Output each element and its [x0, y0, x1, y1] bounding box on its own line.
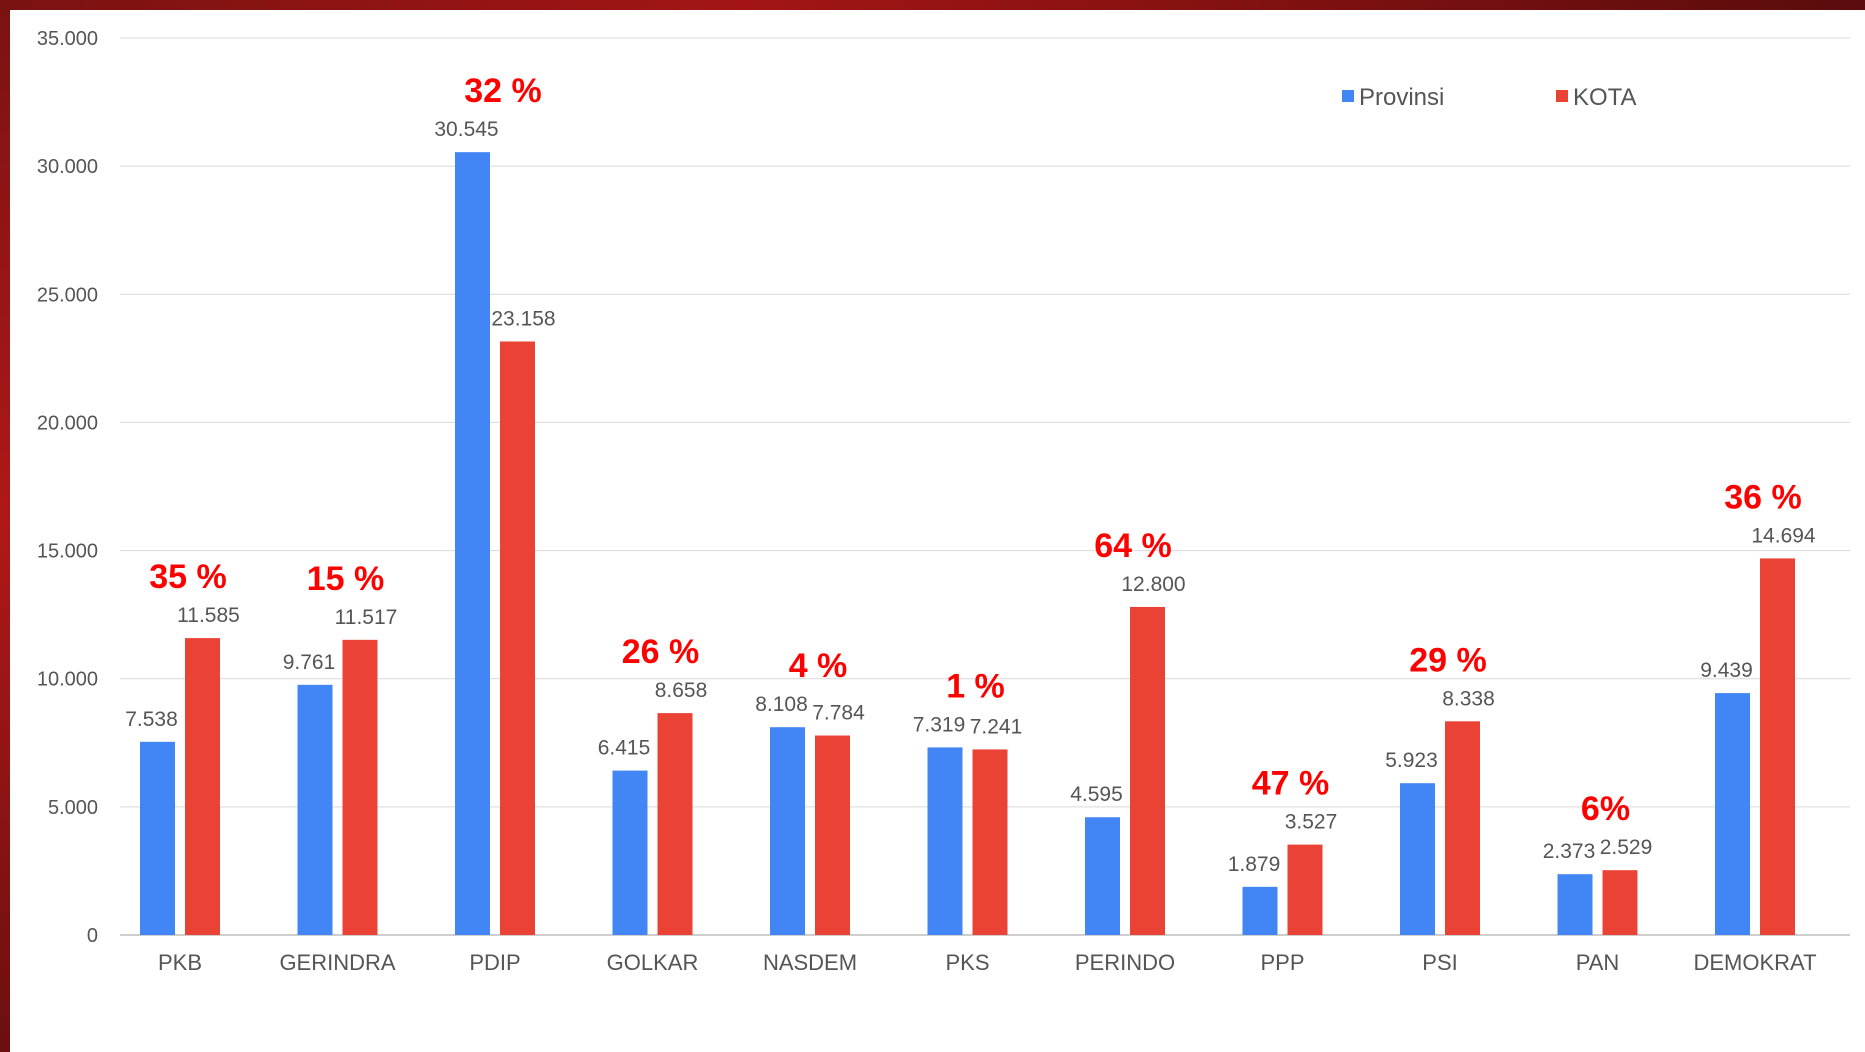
- value-label: 11.517: [335, 606, 398, 629]
- value-label: 7.241: [970, 715, 1023, 738]
- y-tick-label: 0: [87, 925, 98, 947]
- bar-provinsi-perindo: [1085, 817, 1120, 935]
- category-label: PPP: [1260, 950, 1304, 975]
- value-label: 23.158: [491, 307, 555, 330]
- bar-kota-pks: [972, 749, 1008, 935]
- y-tick-label: 35.000: [37, 28, 98, 50]
- y-tick-label: 30.000: [37, 156, 98, 178]
- bars: [140, 152, 1795, 935]
- bar-kota-perindo: [1130, 606, 1165, 935]
- value-label: 30.545: [434, 118, 498, 141]
- value-label: 2.529: [1600, 836, 1653, 859]
- percentage-annotation: 29 %: [1409, 641, 1487, 679]
- bar-kota-psi: [1445, 721, 1480, 935]
- bar-kota-pan: [1602, 870, 1638, 935]
- value-label: 7.319: [913, 713, 966, 736]
- y-tick-label: 15.000: [37, 541, 98, 563]
- left-frame-border: [0, 0, 10, 1052]
- value-label: 9.761: [283, 651, 336, 674]
- value-label: 1.879: [1228, 853, 1281, 876]
- value-label: 4.595: [1070, 783, 1123, 806]
- bar-provinsi-golkar: [612, 770, 648, 935]
- bar-kota-ppp: [1287, 844, 1323, 935]
- bar-provinsi-gerindra: [297, 684, 333, 935]
- legend-label: KOTA: [1573, 84, 1637, 111]
- percentage-annotation: 6%: [1581, 790, 1630, 828]
- bar-provinsi-pdip: [455, 152, 490, 935]
- value-label: 6.415: [598, 737, 651, 760]
- bar-kota-gerindra: [342, 639, 378, 935]
- category-label: PSI: [1422, 950, 1457, 975]
- percentage-annotation: 4 %: [789, 647, 848, 685]
- value-label: 3.527: [1285, 811, 1338, 834]
- percentage-annotation: 64 %: [1094, 527, 1172, 565]
- bar-provinsi-ppp: [1242, 886, 1278, 935]
- percentage-annotation: 1 %: [946, 667, 1005, 705]
- category-label: PKS: [945, 950, 989, 975]
- percentage-annotation: 15 %: [307, 560, 385, 598]
- value-labels: 7.538 11.585 9.761 11.517 30.545 23.158 6.415 8…: [125, 118, 1816, 876]
- y-tick-label: 5.000: [48, 797, 98, 819]
- percentage-annotation: 36 %: [1724, 478, 1802, 516]
- value-label: 8.108: [755, 693, 808, 716]
- value-label: 9.439: [1700, 659, 1753, 682]
- bar-provinsi-demokrat: [1715, 693, 1750, 935]
- y-axis-ticks: 0 5.000 10.000 15.000 20.000 25.000 30.000 35.0…: [37, 28, 98, 947]
- category-label: NASDEM: [763, 950, 857, 975]
- percentage-annotation: 26 %: [622, 633, 700, 671]
- bar-provinsi-pan: [1557, 874, 1593, 935]
- bar-kota-pkb: [185, 638, 220, 935]
- bar-kota-demokrat: [1760, 558, 1795, 935]
- y-tick-label: 10.000: [37, 669, 98, 691]
- bar-provinsi-psi: [1400, 783, 1435, 935]
- bar-provinsi-nasdem: [770, 727, 805, 935]
- top-frame-border: [0, 0, 1865, 10]
- bar-provinsi-pks: [927, 747, 963, 935]
- category-label: GERINDRA: [279, 950, 395, 975]
- legend: Provinsi KOTA: [1342, 84, 1637, 111]
- value-label: 8.658: [655, 679, 708, 702]
- value-label: 2.373: [1543, 840, 1596, 863]
- bar-kota-nasdem: [815, 735, 850, 935]
- percentage-annotation: 35 %: [149, 558, 227, 596]
- value-label: 7.538: [125, 708, 178, 731]
- category-label: DEMOKRAT: [1693, 950, 1816, 975]
- value-label: 11.585: [177, 604, 240, 627]
- y-tick-label: 20.000: [37, 412, 98, 434]
- bar-provinsi-pkb: [140, 741, 175, 935]
- legend-swatch: [1342, 90, 1354, 102]
- bar-kota-golkar: [657, 713, 693, 935]
- bar-kota-pdip: [500, 341, 535, 935]
- value-label: 14.694: [1751, 524, 1816, 547]
- y-tick-label: 25.000: [37, 284, 98, 306]
- category-labels: PKB GERINDRA PDIP GOLKAR NASDEM PKS PERINDO PPP…: [158, 950, 1817, 975]
- legend-swatch: [1556, 90, 1568, 102]
- category-label: PKB: [158, 950, 202, 975]
- category-label: PDIP: [469, 950, 520, 975]
- percentage-annotation: 32 %: [464, 72, 542, 110]
- category-label: PAN: [1576, 950, 1620, 975]
- category-label: GOLKAR: [607, 950, 699, 975]
- legend-label: Provinsi: [1359, 84, 1444, 111]
- percentage-annotations: 35 % 15 % 32 % 26 % 4 % 1 % 64 % 47 % 29 % 6% 36 %: [149, 72, 1802, 828]
- value-label: 7.784: [812, 702, 865, 725]
- value-label: 5.923: [1385, 749, 1438, 772]
- value-label: 12.800: [1121, 573, 1185, 596]
- percentage-annotation: 47 %: [1252, 765, 1330, 803]
- category-label: PERINDO: [1075, 950, 1175, 975]
- value-label: 8.338: [1442, 687, 1495, 710]
